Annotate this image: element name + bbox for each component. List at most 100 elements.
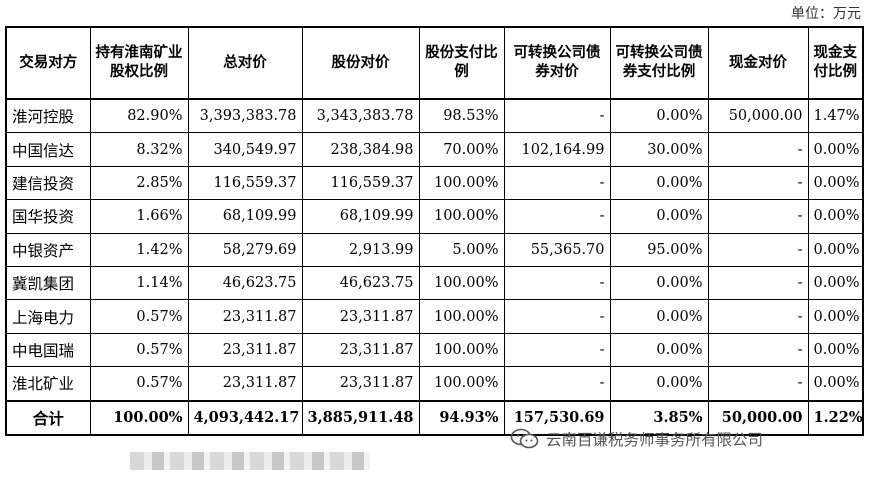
total-row: 合计 100.00% 4,093,442.17 3,885,911.48 94.93% 1…	[5, 399, 864, 436]
table-row: 中银资产 1.42% 58,279.69 2,913.99 5.00% 55,365.70…	[5, 232, 864, 267]
header-cell: 现金支付比例	[807, 26, 864, 100]
table-body: 淮河控股 82.90% 3,393,383.78 3,343,383.78 98.53%…	[5, 98, 864, 436]
value-cell: 0.00%	[807, 332, 864, 368]
value-cell: 0.00%	[609, 265, 709, 301]
value-cell: -	[503, 299, 611, 334]
value-cell: 58,279.69	[187, 232, 303, 267]
value-cell: -	[707, 132, 809, 167]
header-row: 交易对方 持有淮南矿业股权比例 总对价 股份对价 股份支付比例 可转换公司债券对…	[5, 26, 864, 100]
value-cell: 1.66%	[89, 199, 189, 234]
counterparty-cell: 淮北矿业	[5, 366, 91, 402]
wechat-icon	[510, 428, 539, 449]
header-cell: 可转换公司债券对价	[503, 26, 611, 100]
header-cell: 总对价	[187, 26, 303, 100]
value-cell: 1.22%	[807, 399, 864, 436]
value-cell: 100.00%	[418, 299, 505, 334]
value-cell: -	[707, 199, 809, 234]
value-cell: 238,384.98	[301, 132, 420, 167]
blurred-text	[130, 452, 370, 470]
value-cell: 100.00%	[418, 366, 505, 402]
value-cell: -	[707, 366, 809, 402]
value-cell: 68,109.99	[301, 199, 420, 234]
table-row: 建信投资 2.85% 116,559.37 116,559.37 100.00% -0.0…	[5, 165, 864, 201]
value-cell: -	[503, 366, 611, 402]
watermark-text: 云南百谦税务师事务所有限公司	[546, 431, 764, 449]
value-cell: -	[503, 199, 611, 234]
watermark: 云南百谦税务师事务所有限公司	[510, 428, 763, 450]
value-cell: -	[707, 299, 809, 334]
value-cell: 82.90%	[89, 98, 189, 134]
value-cell: 0.00%	[807, 165, 864, 201]
value-cell: 94.93%	[418, 399, 505, 436]
value-cell: 2.85%	[89, 165, 189, 201]
value-cell: 23,311.87	[301, 332, 420, 368]
value-cell: 0.00%	[609, 165, 709, 201]
value-cell: 68,109.99	[187, 199, 303, 234]
value-cell: 102,164.99	[503, 132, 611, 167]
value-cell: -	[707, 265, 809, 301]
value-cell: -	[503, 165, 611, 201]
value-cell: 0.57%	[89, 299, 189, 334]
value-cell: 1.47%	[807, 98, 864, 134]
value-cell: 4,093,442.17	[187, 399, 303, 436]
value-cell: 0.00%	[807, 366, 864, 402]
value-cell: 30.00%	[609, 132, 709, 167]
value-cell: 116,559.37	[187, 165, 303, 201]
header-cell: 股份支付比例	[418, 26, 505, 100]
value-cell: 70.00%	[418, 132, 505, 167]
value-cell: 0.00%	[609, 299, 709, 334]
value-cell: 0.00%	[807, 199, 864, 234]
value-cell: -	[503, 265, 611, 301]
counterparty-cell: 上海电力	[5, 299, 91, 334]
value-cell: 46,623.75	[301, 265, 420, 301]
value-cell: 1.42%	[89, 232, 189, 267]
value-cell: -	[707, 232, 809, 267]
value-cell: 0.57%	[89, 332, 189, 368]
value-cell: 0.57%	[89, 366, 189, 402]
unit-label: 单位：万元	[791, 6, 861, 22]
value-cell: 23,311.87	[301, 366, 420, 402]
value-cell: 55,365.70	[503, 232, 611, 267]
value-cell: 0.00%	[807, 299, 864, 334]
counterparty-cell: 中电国瑞	[5, 332, 91, 368]
value-cell: 100.00%	[418, 199, 505, 234]
value-cell: 5.00%	[418, 232, 505, 267]
value-cell: -	[707, 165, 809, 201]
table-row: 中电国瑞 0.57% 23,311.87 23,311.87 100.00% -0.00%…	[5, 332, 864, 368]
counterparty-cell: 冀凯集团	[5, 265, 91, 301]
value-cell: 8.32%	[89, 132, 189, 167]
table-row: 国华投资 1.66% 68,109.99 68,109.99 100.00% -0.00%…	[5, 199, 864, 234]
value-cell: 340,549.97	[187, 132, 303, 167]
value-cell: 2,913.99	[301, 232, 420, 267]
value-cell: 0.00%	[609, 199, 709, 234]
counterparty-cell: 建信投资	[5, 165, 91, 201]
counterparty-cell: 合计	[5, 399, 91, 436]
table-row: 中国信达 8.32% 340,549.97 238,384.98 70.00% 102,1…	[5, 132, 864, 167]
value-cell: 23,311.87	[187, 366, 303, 402]
value-cell: 3,343,383.78	[301, 98, 420, 134]
value-cell: 0.00%	[807, 265, 864, 301]
value-cell: 100.00%	[418, 332, 505, 368]
table-row: 上海电力 0.57% 23,311.87 23,311.87 100.00% -0.00%…	[5, 299, 864, 334]
value-cell: 0.00%	[807, 232, 864, 267]
value-cell: 46,623.75	[187, 265, 303, 301]
counterparty-cell: 淮河控股	[5, 98, 91, 134]
value-cell: 100.00%	[418, 165, 505, 201]
value-cell: 1.14%	[89, 265, 189, 301]
header-cell: 可转换公司债券支付比例	[609, 26, 709, 100]
value-cell: -	[503, 332, 611, 368]
counterparty-cell: 中国信达	[5, 132, 91, 167]
header-cell: 股份对价	[301, 26, 420, 100]
counterparty-cell: 中银资产	[5, 232, 91, 267]
value-cell: 0.00%	[609, 332, 709, 368]
value-cell: 23,311.87	[187, 332, 303, 368]
header-cell: 现金对价	[707, 26, 809, 100]
value-cell: 3,393,383.78	[187, 98, 303, 134]
value-cell: 0.00%	[807, 132, 864, 167]
value-cell: 116,559.37	[301, 165, 420, 201]
header-cell: 交易对方	[5, 26, 91, 100]
value-cell: 100.00%	[418, 265, 505, 301]
value-cell: 98.53%	[418, 98, 505, 134]
value-cell: -	[503, 98, 611, 134]
value-cell: 50,000.00	[707, 399, 809, 436]
